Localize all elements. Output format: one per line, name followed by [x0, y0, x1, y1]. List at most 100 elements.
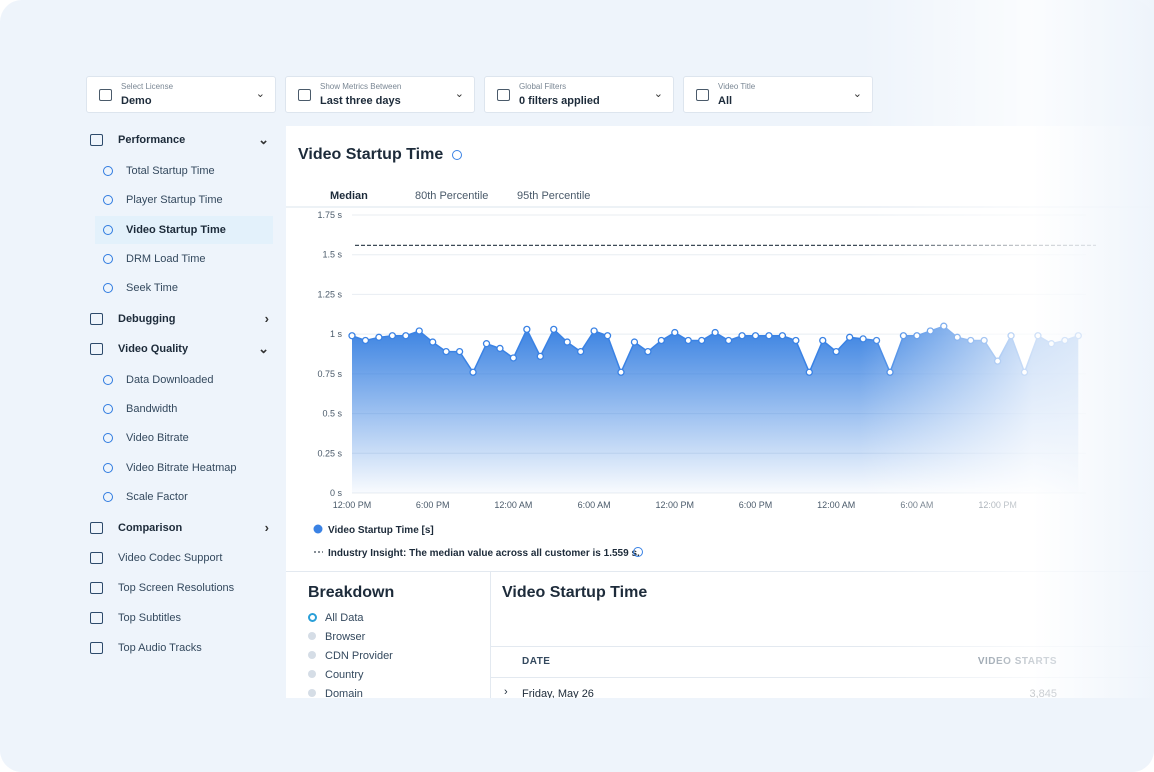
filter-value: All [718, 95, 733, 107]
radio-label: All Data [325, 612, 364, 624]
radio-label: Domain [325, 688, 363, 698]
chevron: ⌄ [852, 88, 862, 100]
point [684, 336, 692, 345]
table-row[interactable]: › Friday, May 26 3,845 [504, 686, 1057, 698]
x-tick-label: 6:00 AM [900, 500, 933, 510]
nav-group[interactable]: Top Audio Tracks [90, 641, 273, 657]
point [859, 335, 867, 343]
point [1061, 336, 1069, 345]
point [778, 332, 787, 340]
y-tick-label: 0.25 s [317, 448, 342, 458]
point [590, 327, 598, 335]
point [469, 368, 477, 376]
point [980, 336, 988, 345]
point [805, 368, 813, 376]
info-icon[interactable] [452, 150, 462, 160]
point [953, 333, 961, 341]
point [509, 354, 518, 362]
nav-item[interactable]: DRM Load Time [95, 245, 273, 273]
nav-label: Video Bitrate Heatmap [126, 462, 237, 474]
nav-label: Data Downloaded [126, 374, 214, 386]
point [429, 338, 437, 346]
point [1020, 368, 1029, 376]
x-tick-label: 12:00 PM [656, 500, 695, 510]
filter-dropdown[interactable]: Select License Demo ⌄ [86, 76, 276, 113]
point [388, 332, 396, 340]
nav-item[interactable]: Video Bitrate [95, 424, 273, 452]
point [630, 338, 639, 346]
point [536, 352, 544, 361]
y-tick-label: 1.25 s [317, 289, 342, 299]
nav-group[interactable]: Video Codec Support [90, 551, 273, 567]
breakdown-list: All Data Browser CDN Provider Country Domain [306, 612, 486, 698]
point [550, 325, 558, 334]
nav-item[interactable]: Total Startup Time [95, 157, 273, 185]
nav-item[interactable]: Video Bitrate Heatmap [95, 454, 273, 482]
point [1074, 332, 1082, 340]
tab[interactable]: 80th Percentile [415, 190, 488, 202]
chevron: ⌄ [258, 341, 269, 356]
annotation: Industry Insight: The median value acros… [328, 548, 640, 559]
y-tick-label: 0.5 s [322, 409, 342, 419]
nav-icon [103, 375, 113, 385]
point [872, 336, 881, 345]
nav-item[interactable]: Bandwidth [95, 395, 273, 423]
filter-dropdown[interactable]: Video Title All ⌄ [683, 76, 873, 113]
nav-group[interactable]: Performance ⌄ [90, 132, 273, 149]
nav-label: Scale Factor [126, 491, 188, 503]
point [348, 332, 356, 340]
nav-item[interactable]: Scale Factor [95, 483, 273, 511]
nav-label: Player Startup Time [126, 194, 223, 206]
column-header: DATE [522, 656, 551, 667]
nav-label: Debugging [118, 313, 176, 325]
legend-marker [313, 524, 323, 534]
nav-item[interactable]: Video Startup Time [95, 216, 273, 244]
filter-label: Global Filters [519, 82, 567, 91]
divider [491, 646, 1154, 647]
nav-label: Top Screen Resolutions [118, 582, 235, 594]
chevron: › [264, 520, 269, 535]
nav-group[interactable]: Comparison › [90, 520, 273, 537]
nav-label: Video Bitrate [126, 432, 189, 444]
filter-dropdown[interactable]: Global Filters 0 filters applied ⌄ [484, 76, 674, 113]
nav-group[interactable]: Top Screen Resolutions [90, 581, 273, 597]
filter-value: Last three days [320, 95, 401, 107]
point [792, 336, 800, 345]
point [496, 344, 504, 353]
point [523, 325, 531, 334]
nav-item[interactable]: Data Downloaded [95, 366, 273, 394]
point [455, 347, 464, 356]
point [644, 347, 652, 356]
x-tick-label: 12:00 PM [333, 500, 372, 510]
radio [308, 613, 317, 622]
chevron: ⌄ [653, 88, 663, 100]
nav-group[interactable]: Video Quality ⌄ [90, 341, 273, 358]
nav-group[interactable]: Debugging › [90, 311, 273, 328]
nav-item[interactable]: Player Startup Time [95, 186, 273, 214]
divider [286, 571, 1154, 572]
nav-icon [90, 552, 103, 564]
point [940, 322, 948, 330]
point [993, 357, 1002, 365]
tab[interactable]: 95th Percentile [517, 190, 590, 202]
point [832, 347, 840, 356]
radio [308, 632, 316, 640]
nav-icon [103, 225, 113, 235]
legend-label: Video Startup Time [s] [328, 525, 434, 536]
nav-icon [103, 254, 113, 264]
point [1047, 340, 1056, 348]
breakdown-title: Breakdown [308, 584, 395, 601]
nav-icon [90, 313, 103, 325]
chevron: ⌄ [454, 88, 464, 100]
nav-icon [103, 195, 113, 205]
nav-item[interactable]: Seek Time [95, 274, 273, 302]
filter-label: Select License [121, 82, 174, 91]
y-tick-label: 0 s [330, 488, 343, 498]
nav-group[interactable]: Top Subtitles [90, 611, 273, 627]
tab[interactable]: Median [330, 190, 368, 202]
filter-value: 0 filters applied [519, 95, 600, 107]
nav-label: Video Quality [118, 343, 189, 355]
nav-label: Performance [118, 134, 186, 146]
filter-dropdown[interactable]: Show Metrics Between Last three days ⌄ [285, 76, 475, 113]
point [603, 332, 612, 340]
